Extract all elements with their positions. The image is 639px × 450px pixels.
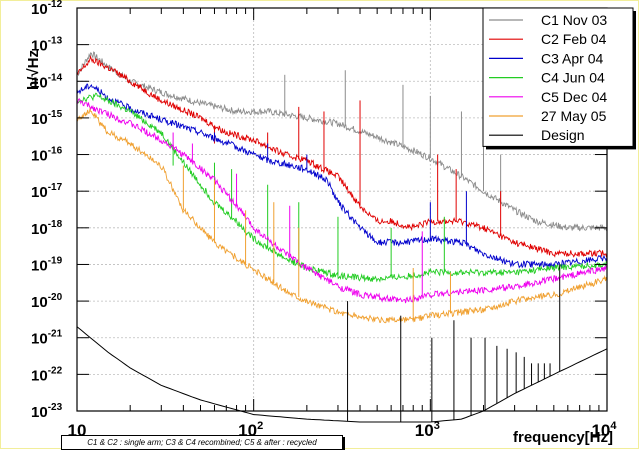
series-curve: [76, 83, 608, 269]
series-2: [76, 83, 608, 269]
legend: C1 Nov 03 C2 Feb 04 C3 Apr 04 C4 Jun 04 C5 D…: [482, 7, 636, 150]
y-tick-label: 10-18: [31, 219, 63, 238]
x-tick-label: 103: [415, 420, 440, 440]
legend-label: C5 Dec 04: [541, 89, 607, 105]
footnote: C1 & C2 : single arm; C3 & C4 recombined…: [61, 435, 343, 450]
series-curve: [76, 54, 608, 258]
series-1: [76, 54, 608, 258]
y-axis-label: h/√Hz: [25, 50, 42, 90]
x-tick-label: 104: [591, 420, 617, 440]
y-tick-label: 10-17: [31, 182, 63, 201]
y-tick-label: 10-22: [31, 365, 63, 384]
series-curve: [76, 326, 608, 423]
y-tick-label: 10-16: [31, 146, 63, 165]
series-layer: [76, 51, 608, 423]
x-axis-label: frequency[Hz]: [513, 429, 613, 446]
legend-label: C4 Jun 04: [541, 70, 605, 86]
series-5: [76, 107, 608, 324]
legend-label: Design: [541, 127, 585, 143]
y-tick-label: 10-15: [31, 109, 63, 128]
y-tick-label: 10-21: [31, 329, 63, 348]
legend-label: 27 May 05: [541, 108, 607, 124]
series-4: [76, 98, 608, 304]
y-tick-labels: 10-12 10-13 10-14 10-15 10-16 10-17 10-18 10-19…: [31, 0, 63, 421]
series-curve: [76, 51, 608, 232]
series-curve: [76, 98, 608, 304]
y-tick-label: 10-12: [31, 0, 63, 18]
legend-label: C2 Feb 04: [541, 31, 607, 47]
legend-label: C3 Apr 04: [541, 50, 603, 66]
y-tick-label: 10-20: [31, 292, 63, 311]
y-tick-label: 10-23: [31, 402, 63, 421]
legend-label: C1 Nov 03: [541, 12, 607, 28]
y-tick-label: 10-13: [31, 36, 63, 55]
y-tick-label: 10-14: [31, 72, 63, 91]
y-tick-label: 10-19: [31, 255, 63, 274]
series-curve: [76, 92, 608, 283]
plot-border: [76, 7, 608, 412]
series-curve: [76, 107, 608, 324]
series-6: [76, 264, 608, 423]
